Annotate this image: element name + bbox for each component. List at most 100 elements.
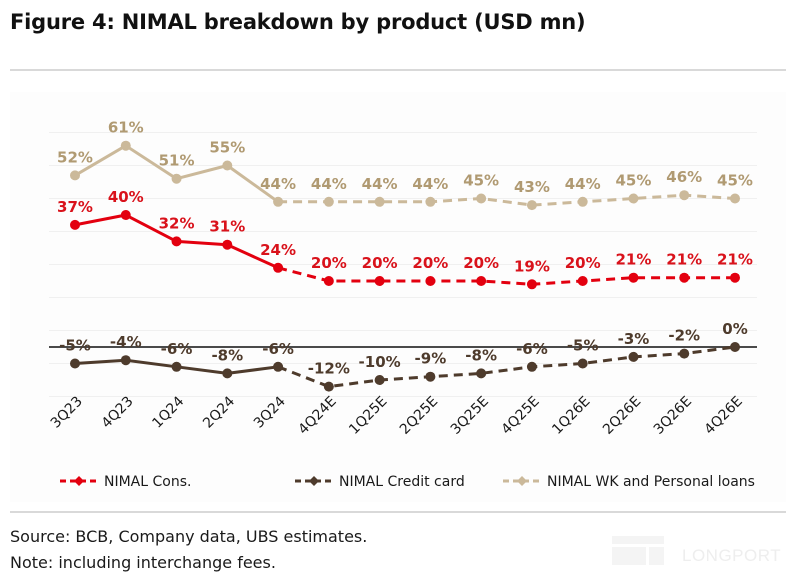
data-point-nimal-credit-card bbox=[222, 368, 233, 379]
data-point-nimal-wk-and-personal-loans bbox=[526, 200, 537, 211]
data-label-nimal-cons: 31% bbox=[209, 218, 245, 236]
data-point-nimal-cons bbox=[273, 262, 284, 273]
series-line-estimate-nimal-credit-card bbox=[277, 345, 736, 389]
data-label-nimal-credit-card: -8% bbox=[465, 346, 497, 364]
data-point-nimal-cons bbox=[730, 272, 740, 283]
data-label-nimal-cons: 21% bbox=[666, 251, 702, 269]
data-label-nimal-credit-card: -8% bbox=[211, 346, 243, 364]
data-label-nimal-cons: 20% bbox=[565, 254, 601, 272]
data-label-nimal-credit-card: -6% bbox=[262, 340, 294, 358]
data-label-nimal-wk-and-personal-loans: 44% bbox=[311, 175, 347, 193]
data-label-nimal-cons: 19% bbox=[514, 257, 550, 275]
data-point-nimal-cons bbox=[323, 276, 334, 286]
figure-title: Figure 4: NIMAL breakdown by product (US… bbox=[10, 10, 586, 34]
data-label-nimal-wk-and-personal-loans: 43% bbox=[514, 178, 550, 196]
data-label-nimal-wk-and-personal-loans: 44% bbox=[412, 175, 448, 193]
data-point-nimal-credit-card bbox=[476, 368, 487, 379]
data-point-nimal-credit-card bbox=[577, 358, 588, 369]
data-point-nimal-cons bbox=[526, 279, 537, 290]
data-label-nimal-credit-card: -5% bbox=[567, 337, 599, 355]
data-label-nimal-credit-card: -3% bbox=[618, 330, 650, 348]
data-point-nimal-wk-and-personal-loans bbox=[222, 160, 233, 171]
data-label-nimal-credit-card: -9% bbox=[415, 350, 447, 368]
data-label-nimal-wk-and-personal-loans: 46% bbox=[666, 168, 702, 186]
data-point-nimal-credit-card bbox=[526, 361, 537, 372]
series-line-estimate-nimal-cons bbox=[277, 266, 735, 286]
data-labels: 52% 61% 51% 55% 44% 44% 44% 44% 45% 43% 44% 45% 46% 4… bbox=[57, 119, 753, 378]
data-point-nimal-credit-card bbox=[679, 348, 690, 359]
legend-label-nimal-credit-card: NIMAL Credit card bbox=[339, 474, 465, 490]
legend-swatch-marker-nimal-credit-card bbox=[309, 476, 319, 486]
legend: NIMAL Cons. NIMAL Credit card NIMAL WK and… bbox=[60, 474, 755, 490]
data-label-nimal-wk-and-personal-loans: 44% bbox=[260, 175, 296, 193]
data-label-nimal-wk-and-personal-loans: 61% bbox=[108, 119, 144, 137]
data-label-nimal-cons: 40% bbox=[108, 188, 144, 206]
data-point-nimal-wk-and-personal-loans bbox=[374, 196, 385, 207]
data-label-nimal-wk-and-personal-loans: 45% bbox=[463, 172, 499, 190]
data-label-nimal-cons: 20% bbox=[463, 254, 499, 272]
data-label-nimal-credit-card: -10% bbox=[359, 353, 401, 371]
data-label-nimal-credit-card: -12% bbox=[308, 360, 350, 378]
data-point-nimal-credit-card bbox=[273, 361, 284, 372]
data-label-nimal-cons: 37% bbox=[57, 198, 93, 216]
data-label-nimal-credit-card: -6% bbox=[516, 340, 548, 358]
data-label-nimal-wk-and-personal-loans: 44% bbox=[565, 175, 601, 193]
data-label-nimal-credit-card: -4% bbox=[110, 333, 142, 351]
data-label-nimal-cons: 21% bbox=[717, 251, 753, 269]
watermark: LONGPORT bbox=[612, 536, 782, 572]
data-point-nimal-wk-and-personal-loans bbox=[730, 193, 740, 204]
data-point-nimal-wk-and-personal-loans bbox=[628, 193, 639, 204]
source-note: Source: BCB, Company data, UBS estimates… bbox=[10, 527, 368, 546]
data-point-nimal-cons bbox=[679, 272, 690, 283]
data-label-nimal-cons: 32% bbox=[159, 214, 195, 232]
data-label-nimal-cons: 20% bbox=[412, 254, 448, 272]
data-point-nimal-cons bbox=[120, 210, 131, 220]
data-point-nimal-credit-card bbox=[374, 375, 385, 385]
data-point-nimal-wk-and-personal-loans bbox=[70, 170, 80, 181]
data-label-nimal-cons: 21% bbox=[616, 251, 652, 269]
data-point-nimal-credit-card bbox=[70, 358, 80, 369]
watermark-logo-bar bbox=[612, 536, 664, 544]
legend-swatch-marker-nimal-cons bbox=[74, 476, 84, 486]
data-point-nimal-cons bbox=[374, 276, 385, 286]
legend-label-nimal-wk-and-personal-loans: NIMAL WK and Personal loans bbox=[547, 474, 755, 490]
data-point-nimal-cons bbox=[70, 219, 80, 230]
data-point-nimal-wk-and-personal-loans bbox=[577, 196, 588, 207]
data-label-nimal-wk-and-personal-loans: 44% bbox=[362, 175, 398, 193]
data-point-nimal-credit-card bbox=[730, 342, 740, 352]
data-point-nimal-wk-and-personal-loans bbox=[323, 196, 334, 207]
data-point-nimal-credit-card bbox=[120, 355, 131, 366]
watermark-text: LONGPORT bbox=[682, 546, 782, 565]
series-layer bbox=[70, 140, 740, 392]
data-label-nimal-wk-and-personal-loans: 55% bbox=[209, 139, 245, 157]
data-point-nimal-credit-card bbox=[425, 371, 436, 382]
data-point-nimal-wk-and-personal-loans bbox=[273, 196, 284, 207]
data-point-nimal-wk-and-personal-loans bbox=[476, 193, 487, 204]
data-label-nimal-cons: 20% bbox=[362, 254, 398, 272]
line-chart: 52% 61% 51% 55% 44% 44% 44% 44% 45% 43% 44% 45% 46% 4… bbox=[10, 92, 786, 502]
data-label-nimal-credit-card: -2% bbox=[668, 327, 700, 345]
data-point-nimal-cons bbox=[476, 276, 487, 286]
data-label-nimal-wk-and-personal-loans: 51% bbox=[159, 152, 195, 170]
data-point-nimal-cons bbox=[628, 272, 639, 283]
watermark-logo-block bbox=[649, 547, 664, 565]
data-point-nimal-credit-card bbox=[628, 351, 639, 362]
watermark-logo-block bbox=[612, 547, 646, 565]
data-label-nimal-cons: 20% bbox=[311, 254, 347, 272]
data-point-nimal-cons bbox=[171, 236, 182, 247]
series-line-estimate-nimal-wk-and-personal-loans bbox=[278, 193, 736, 207]
legend-label-nimal-cons: NIMAL Cons. bbox=[104, 474, 191, 490]
data-point-nimal-wk-and-personal-loans bbox=[120, 140, 131, 151]
data-label-nimal-wk-and-personal-loans: 45% bbox=[616, 172, 652, 190]
data-label-nimal-credit-card: -6% bbox=[161, 340, 193, 358]
data-point-nimal-cons bbox=[577, 276, 588, 286]
legend-swatch-marker-nimal-wk-and-personal-loans bbox=[517, 476, 527, 486]
data-point-nimal-cons bbox=[222, 239, 233, 250]
data-point-nimal-credit-card bbox=[323, 381, 334, 392]
data-label-nimal-wk-and-personal-loans: 45% bbox=[717, 172, 753, 190]
title-divider bbox=[10, 69, 786, 71]
data-label-nimal-credit-card: -5% bbox=[59, 337, 91, 355]
data-label-nimal-cons: 24% bbox=[260, 241, 296, 259]
footer-divider bbox=[10, 511, 786, 513]
data-point-nimal-wk-and-personal-loans bbox=[171, 173, 182, 184]
